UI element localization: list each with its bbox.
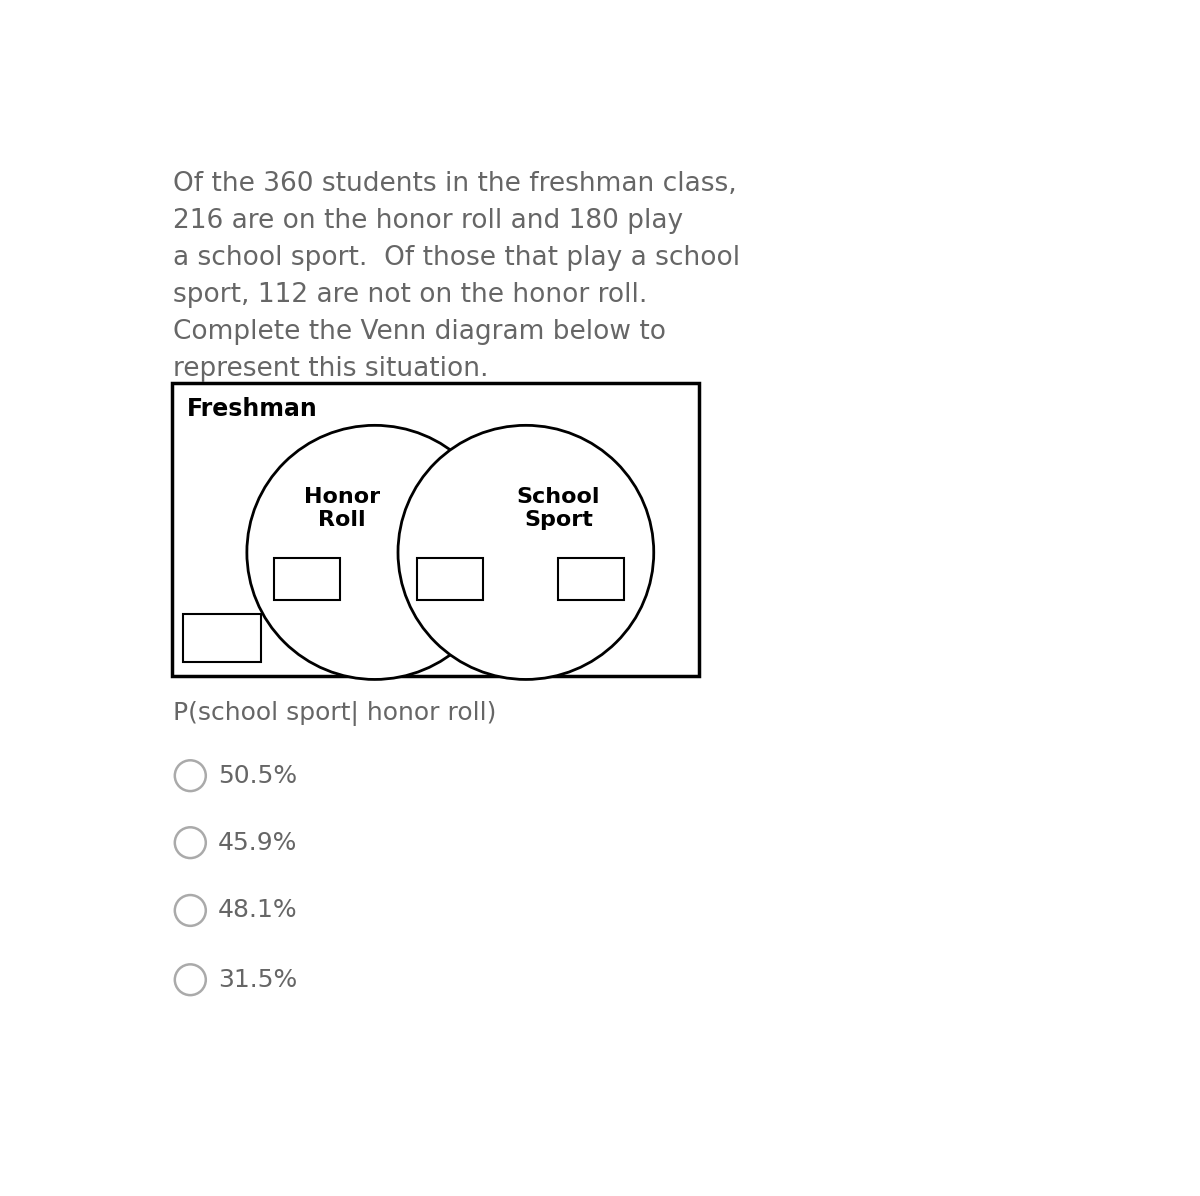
Circle shape [175,895,206,926]
Text: 45.9%: 45.9% [218,831,298,855]
Text: Freshman: Freshman [187,397,318,421]
Circle shape [175,761,206,791]
Text: 48.1%: 48.1% [218,898,298,922]
Text: Of the 360 students in the freshman class,
216 are on the honor roll and 180 pla: Of the 360 students in the freshman clas… [173,171,740,383]
Bar [172,383,698,676]
Bar [558,557,624,600]
Text: P(school sport| honor roll): P(school sport| honor roll) [173,701,497,726]
Text: 50.5%: 50.5% [218,764,298,788]
Text: Honor
Roll: Honor Roll [304,487,380,530]
Circle shape [247,426,503,679]
Circle shape [175,828,206,858]
Text: 31.5%: 31.5% [218,968,298,991]
Circle shape [398,426,654,679]
Bar [418,557,484,600]
Text: School
Sport: School Sport [517,487,600,530]
Bar [274,557,340,600]
Bar [184,614,260,661]
Circle shape [175,964,206,995]
